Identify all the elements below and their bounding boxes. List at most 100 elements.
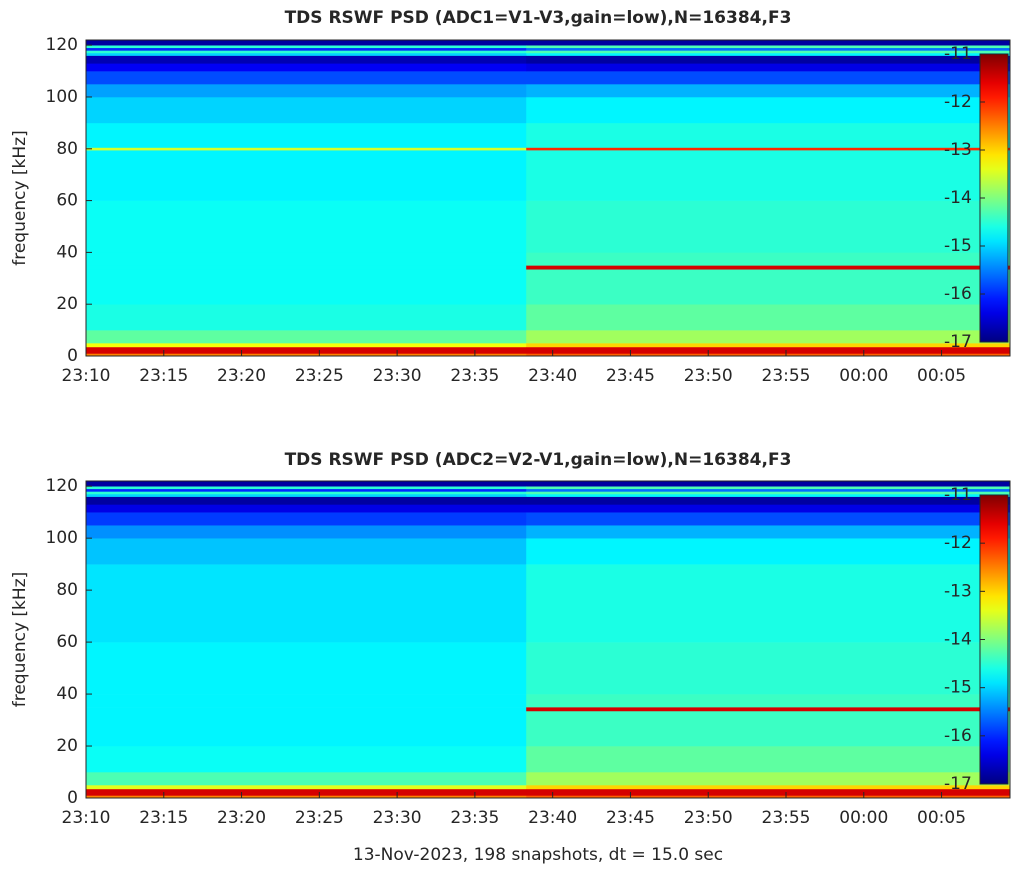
x-tick-label: 23:30 — [373, 808, 422, 828]
heatmap-cell — [86, 707, 527, 712]
heatmap-cell — [86, 746, 527, 773]
heatmap-cell — [86, 122, 527, 148]
x-axis-label: 13-Nov-2023, 198 snapshots, dt = 15.0 se… — [353, 845, 723, 865]
heatmap-cell — [526, 525, 1010, 539]
heatmap-cell — [526, 486, 1010, 490]
heatmap-cell — [86, 40, 527, 46]
colorbar-tick-label: -17 — [944, 332, 972, 352]
x-tick-label: 23:30 — [373, 366, 422, 386]
y-tick-label: 100 — [46, 87, 78, 107]
colorbar-tick-label: -11 — [944, 44, 972, 64]
colorbar-tick-label: -16 — [944, 726, 972, 746]
x-tick-label: 23:55 — [762, 366, 811, 386]
colorbar-tick-label: -15 — [944, 678, 972, 698]
heatmap-cell — [526, 52, 1010, 56]
heatmap-cell — [526, 96, 1010, 124]
x-tick-label: 23:50 — [684, 366, 733, 386]
y-tick-label: 100 — [46, 528, 78, 548]
heatmap-cell — [526, 330, 1010, 344]
x-tick-label: 23:20 — [217, 808, 266, 828]
heatmap-cell — [526, 538, 1010, 565]
heatmap-cell — [86, 512, 527, 526]
heatmap-cell — [86, 63, 527, 72]
heatmap-cell — [86, 488, 527, 492]
heatmap-cell — [86, 642, 527, 695]
heatmap-cell — [526, 795, 1010, 798]
heatmap-cell — [526, 496, 1010, 505]
heatmap-cell — [86, 147, 527, 151]
heatmap-cell — [526, 710, 1010, 747]
colorbar-tick-label: -14 — [944, 188, 972, 208]
y-tick-label: 20 — [56, 736, 78, 756]
heatmap-cell — [86, 84, 527, 98]
x-tick-label: 00:05 — [917, 366, 966, 386]
heatmap-cell — [86, 496, 527, 505]
y-tick-label: 0 — [67, 788, 78, 808]
x-tick-label: 00:00 — [839, 808, 888, 828]
heatmap-cell — [86, 538, 527, 565]
heatmap-cell — [526, 746, 1010, 773]
x-tick-label: 23:55 — [762, 808, 811, 828]
heatmap-cell — [86, 493, 527, 497]
x-tick-label: 23:25 — [295, 808, 344, 828]
heatmap-cell — [86, 588, 527, 592]
heatmap-cell — [86, 525, 527, 539]
heatmap-cell — [86, 150, 527, 201]
chart-title: TDS RSWF PSD (ADC1=V1-V3,gain=low),N=163… — [285, 8, 792, 28]
x-tick-label: 23:25 — [295, 366, 344, 386]
heatmap-cell — [86, 50, 527, 54]
colorbar-tick-label: -15 — [944, 236, 972, 256]
heatmap-cell — [86, 564, 527, 590]
x-tick-label: 00:00 — [839, 366, 888, 386]
heatmap-cell — [526, 50, 1010, 54]
x-tick-label: 23:40 — [528, 366, 577, 386]
heatmap-cell — [526, 346, 1010, 354]
heatmap-cell — [526, 642, 1010, 695]
y-tick-label: 120 — [46, 476, 78, 496]
x-tick-label: 23:20 — [217, 366, 266, 386]
y-tick-label: 80 — [56, 139, 78, 159]
heatmap-cell — [526, 47, 1010, 51]
x-tick-label: 23:45 — [606, 366, 655, 386]
y-axis-label: frequency [kHz] — [10, 572, 30, 708]
heatmap-cell — [86, 481, 527, 487]
heatmap-cell — [526, 512, 1010, 526]
heatmap-cell — [526, 304, 1010, 331]
heatmap-cell — [86, 795, 527, 798]
y-tick-label: 40 — [56, 242, 78, 262]
heatmap-cell — [526, 343, 1010, 348]
heatmap-cell — [526, 588, 1010, 592]
y-tick-label: 40 — [56, 684, 78, 704]
x-tick-label: 23:45 — [606, 808, 655, 828]
heatmap-cell — [86, 200, 527, 253]
x-tick-label: 23:10 — [62, 808, 111, 828]
heatmap-cell — [526, 353, 1010, 356]
colorbar-tick-label: -13 — [944, 581, 972, 601]
heatmap-cell — [86, 47, 527, 51]
x-tick-label: 23:15 — [139, 808, 188, 828]
heatmap-cell — [86, 772, 527, 786]
heatmap-cell — [86, 265, 527, 270]
heatmap-cell — [86, 694, 527, 708]
heatmap-cell — [86, 788, 527, 796]
heatmap-cell — [526, 493, 1010, 497]
heatmap-cell — [526, 591, 1010, 643]
heatmap-cell — [86, 45, 527, 49]
heatmap-cell — [86, 252, 527, 266]
x-tick-label: 23:40 — [528, 808, 577, 828]
plot-frame — [85, 480, 1011, 799]
y-axis-label: frequency [kHz] — [10, 130, 30, 266]
heatmap-cell — [86, 71, 527, 85]
heatmap-cell — [86, 591, 527, 643]
heatmap-cell — [526, 269, 1010, 305]
colorbar-tick-label: -16 — [944, 284, 972, 304]
heatmap-cell — [526, 788, 1010, 796]
heatmap-cell — [526, 785, 1010, 790]
colorbar-tick-label: -17 — [944, 774, 972, 794]
plot-frame — [85, 39, 1011, 357]
y-tick-label: 20 — [56, 294, 78, 314]
heatmap-cell — [526, 481, 1010, 487]
heatmap-cell — [526, 200, 1010, 253]
heatmap-cell — [526, 564, 1010, 590]
